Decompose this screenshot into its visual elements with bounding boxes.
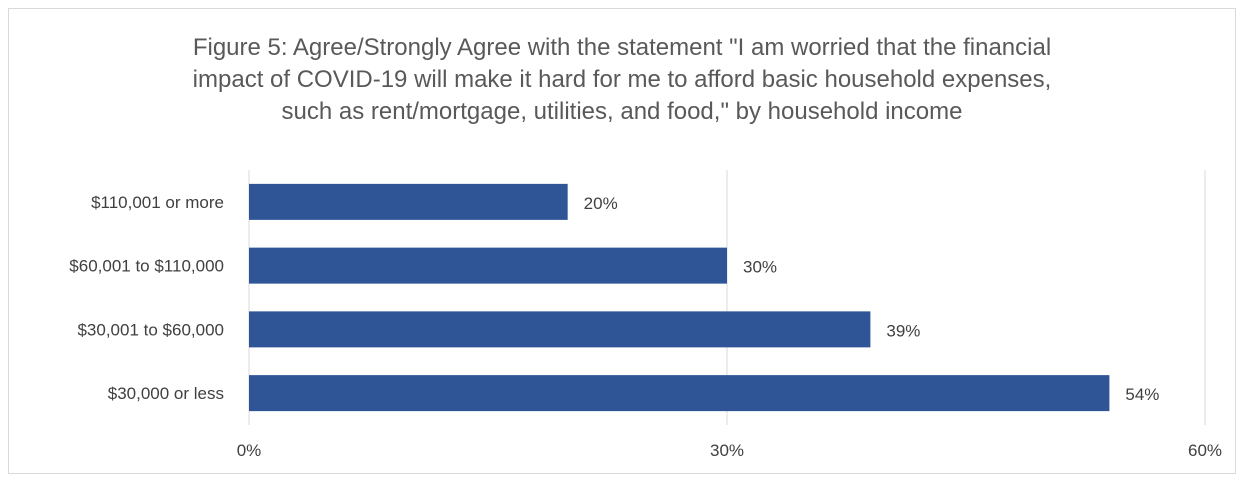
x-tick-label-2: 60% (1188, 441, 1222, 460)
chart-title-line-2: impact of COVID-19 will make it hard for… (192, 66, 1052, 93)
chart-title-line-1: Figure 5: Agree/Strongly Agree with the … (192, 34, 1052, 61)
x-tick-label-0: 0% (237, 441, 262, 460)
value-label-1: 30% (743, 258, 777, 277)
category-label-1: $60,001 to $110,000 (69, 257, 224, 276)
x-tick-label-1: 30% (710, 441, 744, 460)
value-label-3: 54% (1125, 385, 1159, 404)
chart-title-line-3: such as rent/mortgage, utilities, and fo… (281, 98, 963, 125)
value-label-2: 39% (886, 321, 920, 340)
bar-3 (249, 375, 1110, 412)
bar-0 (249, 183, 568, 220)
category-label-3: $30,000 or less (108, 384, 224, 403)
category-label-0: $110,001 or more (91, 193, 224, 212)
chart-title: Figure 5: Agree/Strongly Agree with the … (0, 32, 1244, 128)
category-label-2: $30,001 to $60,000 (77, 320, 224, 339)
value-label-0: 20% (584, 194, 618, 213)
bar-2 (249, 311, 871, 348)
bar-1 (249, 247, 727, 284)
